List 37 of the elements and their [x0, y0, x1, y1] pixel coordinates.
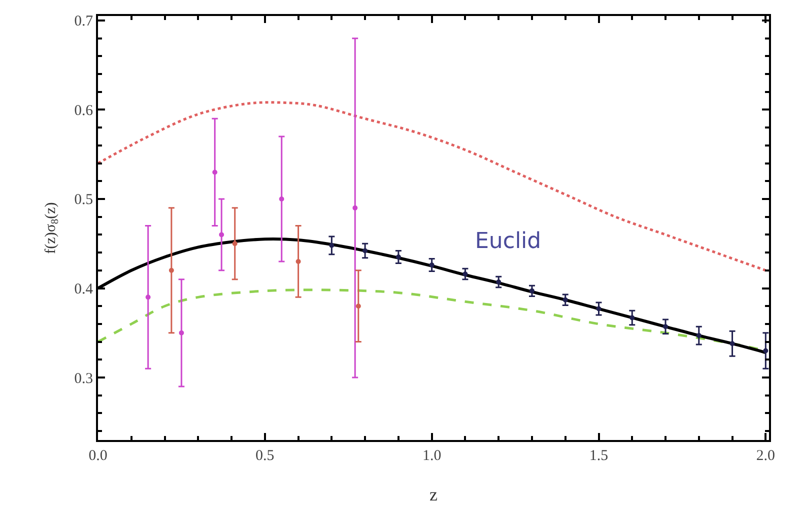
- point: [219, 232, 224, 238]
- point: [696, 333, 702, 338]
- point: [356, 304, 361, 309]
- y-tick-label: 0.5: [74, 192, 93, 208]
- point: [352, 205, 358, 210]
- point: [429, 262, 434, 268]
- point: [529, 288, 534, 294]
- y-tick-label: 0.7: [74, 14, 94, 30]
- y-tick-label: 0.4: [74, 282, 94, 298]
- point: [763, 348, 768, 354]
- point: [168, 268, 174, 273]
- point: [329, 242, 334, 248]
- y-tick-label: 0.6: [74, 102, 94, 119]
- x-tick-label: 2.0: [756, 448, 776, 464]
- x-axis-title: z: [430, 484, 438, 505]
- point: [396, 254, 401, 260]
- point: [630, 315, 635, 320]
- point: [562, 297, 568, 302]
- y-tick-label: 0.3: [74, 370, 93, 387]
- series-label: Euclid: [475, 229, 542, 254]
- point: [596, 306, 602, 312]
- x-tick-label: 0.5: [256, 448, 274, 464]
- x-tick-label: 1.0: [422, 448, 442, 464]
- point: [296, 258, 301, 264]
- point: [362, 248, 368, 254]
- point: [279, 196, 284, 202]
- point: [178, 330, 184, 336]
- x-tick-label: 0.0: [88, 448, 108, 464]
- point: [496, 280, 502, 284]
- line-series: [98, 101, 767, 272]
- point: [232, 241, 238, 246]
- point: [462, 271, 468, 276]
- x-tick-label: 1.5: [589, 448, 608, 464]
- point: [146, 294, 151, 300]
- point: [212, 170, 218, 175]
- point: [663, 324, 668, 330]
- point: [730, 341, 735, 346]
